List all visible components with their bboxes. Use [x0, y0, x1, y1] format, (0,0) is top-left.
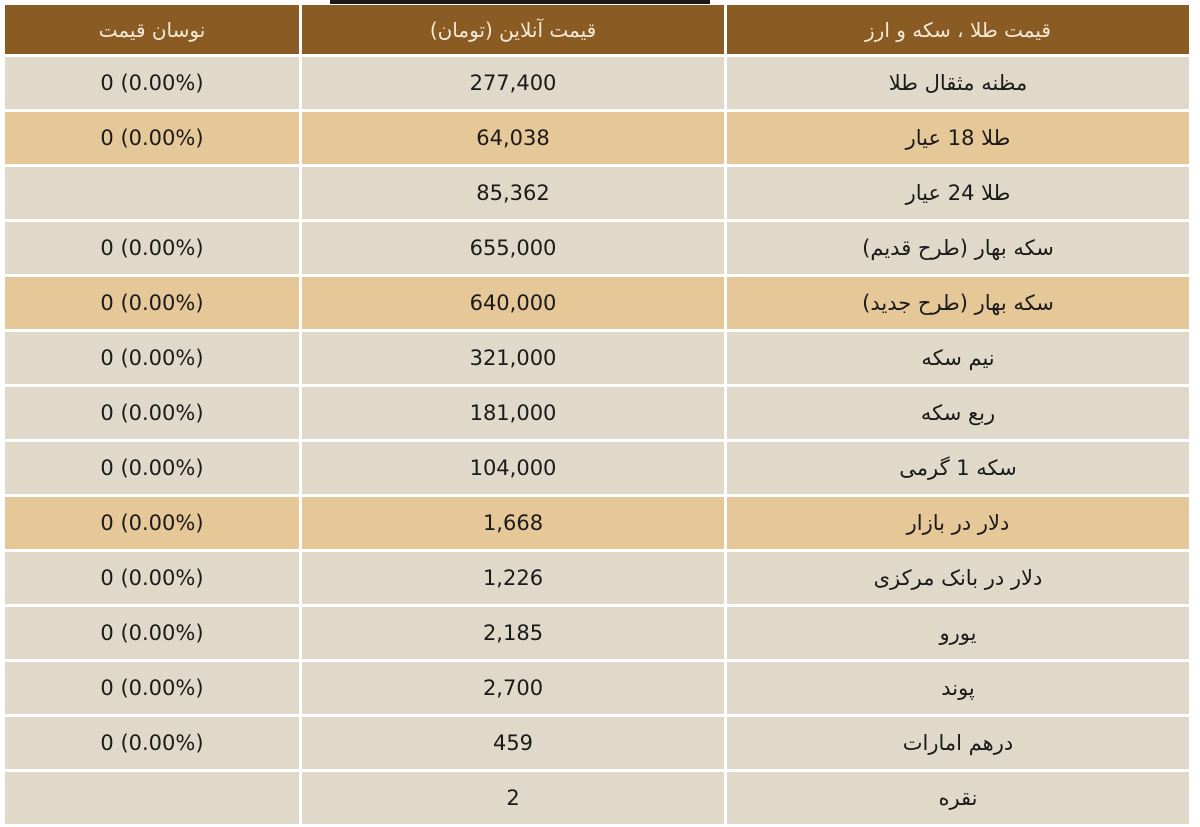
table-row: 2 نقره — [5, 772, 1189, 824]
item-name-cell: طلا 24 عیار — [727, 167, 1189, 219]
price-cell: 104,000 — [302, 442, 724, 494]
price-change-cell — [5, 167, 299, 219]
table-row: 85,362 طلا 24 عیار — [5, 167, 1189, 219]
item-name-cell: درهم امارات — [727, 717, 1189, 769]
price-cell: 2 — [302, 772, 724, 824]
item-name-cell: مظنه مثقال طلا — [727, 57, 1189, 109]
table-row: 0 (0.00%) 1,226 دلار در بانک مرکزی — [5, 552, 1189, 604]
table-row: 0 (0.00%) 655,000 سکه بهار (طرح قدیم) — [5, 222, 1189, 274]
item-name-cell: دلار در بازار — [727, 497, 1189, 549]
price-cell: 640,000 — [302, 277, 724, 329]
header-item-name: قیمت طلا ، سکه و ارز — [727, 5, 1189, 54]
price-cell: 64,038 — [302, 112, 724, 164]
header-price-change: نوسان قیمت — [5, 5, 299, 54]
price-change-cell: 0 (0.00%) — [5, 387, 299, 439]
table-row: 0 (0.00%) 277,400 مظنه مثقال طلا — [5, 57, 1189, 109]
price-cell: 1,668 — [302, 497, 724, 549]
table-header-row: نوسان قیمت قیمت آنلاین (تومان) قیمت طلا … — [5, 5, 1189, 54]
price-change-cell — [5, 772, 299, 824]
item-name-cell: پوند — [727, 662, 1189, 714]
table-body: 0 (0.00%) 277,400 مظنه مثقال طلا 0 (0.00%) 6… — [5, 57, 1189, 824]
table-row: 0 (0.00%) 64,038 طلا 18 عیار — [5, 112, 1189, 164]
header-online-price: قیمت آنلاین (تومان) — [302, 5, 724, 54]
price-cell: 459 — [302, 717, 724, 769]
table-row: 0 (0.00%) 181,000 ربع سکه — [5, 387, 1189, 439]
table-row: 0 (0.00%) 321,000 نیم سکه — [5, 332, 1189, 384]
price-change-cell: 0 (0.00%) — [5, 607, 299, 659]
price-change-cell: 0 (0.00%) — [5, 277, 299, 329]
price-cell: 321,000 — [302, 332, 724, 384]
price-cell: 277,400 — [302, 57, 724, 109]
price-change-cell: 0 (0.00%) — [5, 662, 299, 714]
price-cell: 181,000 — [302, 387, 724, 439]
price-change-cell: 0 (0.00%) — [5, 552, 299, 604]
item-name-cell: سکه 1 گرمی — [727, 442, 1189, 494]
item-name-cell: سکه بهار (طرح جدید) — [727, 277, 1189, 329]
price-change-cell: 0 (0.00%) — [5, 442, 299, 494]
price-cell: 1,226 — [302, 552, 724, 604]
price-cell: 85,362 — [302, 167, 724, 219]
price-change-cell: 0 (0.00%) — [5, 112, 299, 164]
price-change-cell: 0 (0.00%) — [5, 497, 299, 549]
table-row: 0 (0.00%) 640,000 سکه بهار (طرح جدید) — [5, 277, 1189, 329]
item-name-cell: ربع سکه — [727, 387, 1189, 439]
table-row: 0 (0.00%) 459 درهم امارات — [5, 717, 1189, 769]
item-name-cell: سکه بهار (طرح قدیم) — [727, 222, 1189, 274]
price-cell: 655,000 — [302, 222, 724, 274]
price-change-cell: 0 (0.00%) — [5, 222, 299, 274]
price-change-cell: 0 (0.00%) — [5, 332, 299, 384]
item-name-cell: یورو — [727, 607, 1189, 659]
price-change-cell: 0 (0.00%) — [5, 57, 299, 109]
item-name-cell: نقره — [727, 772, 1189, 824]
table-row: 0 (0.00%) 104,000 سکه 1 گرمی — [5, 442, 1189, 494]
table-row: 0 (0.00%) 1,668 دلار در بازار — [5, 497, 1189, 549]
price-cell: 2,700 — [302, 662, 724, 714]
cropped-title-bar — [330, 0, 710, 4]
price-cell: 2,185 — [302, 607, 724, 659]
table-row: 0 (0.00%) 2,700 پوند — [5, 662, 1189, 714]
item-name-cell: دلار در بانک مرکزی — [727, 552, 1189, 604]
table-row: 0 (0.00%) 2,185 یورو — [5, 607, 1189, 659]
item-name-cell: طلا 18 عیار — [727, 112, 1189, 164]
item-name-cell: نیم سکه — [727, 332, 1189, 384]
price-change-cell: 0 (0.00%) — [5, 717, 299, 769]
